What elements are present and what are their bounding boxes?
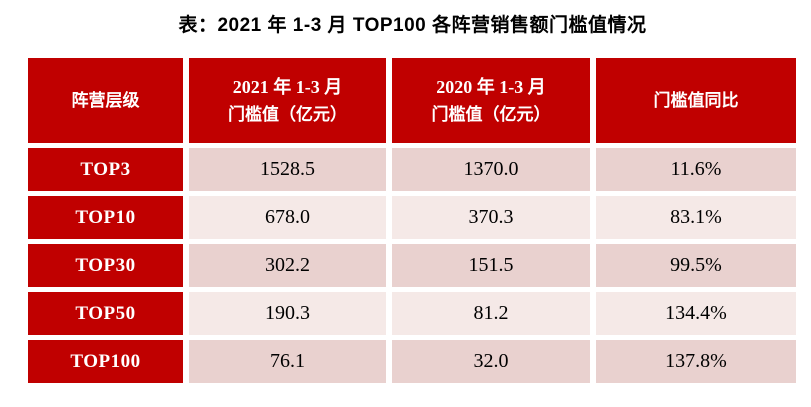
- header-cell-tier: 阵营层级: [28, 58, 183, 143]
- header-yoy-label: 门槛值同比: [653, 90, 739, 110]
- table-row-tier-top50: TOP50: [28, 292, 183, 335]
- table-cell-top3-2021: 1528.5: [189, 148, 386, 191]
- table-cell-top50-yoy: 134.4%: [596, 292, 796, 335]
- header-2021-line2: 门槛值（亿元）: [228, 104, 347, 124]
- header-tier-label: 阵营层级: [71, 90, 140, 110]
- table-cell-top50-2020: 81.2: [392, 292, 590, 335]
- header-2021-line1: 2021 年 1-3 月: [232, 76, 343, 97]
- header-2020-line2: 门槛值（亿元）: [431, 104, 551, 124]
- table-cell-top10-2020: 370.3: [392, 196, 590, 239]
- table-cell-top50-2021: 190.3: [189, 292, 386, 335]
- table-cell-top30-2021: 302.2: [189, 244, 386, 287]
- header-2020-line1: 2020 年 1-3 月: [436, 76, 546, 97]
- threshold-table: 阵营层级 2021 年 1-3 月 门槛值（亿元） 2020 年 1-3 月 门…: [28, 58, 796, 383]
- table-cell-top30-yoy: 99.5%: [596, 244, 796, 287]
- header-cell-yoy: 门槛值同比: [596, 58, 796, 143]
- table-row-tier-top3: TOP3: [28, 148, 183, 191]
- header-cell-2021: 2021 年 1-3 月 门槛值（亿元）: [189, 58, 386, 143]
- table-cell-top100-2020: 32.0: [392, 340, 590, 383]
- table-title: 表：2021 年 1-3 月 TOP100 各阵营销售额门槛值情况: [178, 15, 647, 36]
- table-cell-top100-2021: 76.1: [189, 340, 386, 383]
- table-cell-top10-yoy: 83.1%: [596, 196, 796, 239]
- table-cell-top30-2020: 151.5: [392, 244, 590, 287]
- table-row-tier-top30: TOP30: [28, 244, 183, 287]
- table-row-tier-top100: TOP100: [28, 340, 183, 383]
- table-cell-top3-2020: 1370.0: [392, 148, 590, 191]
- table-cell-top3-yoy: 11.6%: [596, 148, 796, 191]
- table-cell-top10-2021: 678.0: [189, 196, 386, 239]
- table-row-tier-top10: TOP10: [28, 196, 183, 239]
- header-cell-2020: 2020 年 1-3 月 门槛值（亿元）: [392, 58, 590, 143]
- table-cell-top100-yoy: 137.8%: [596, 340, 796, 383]
